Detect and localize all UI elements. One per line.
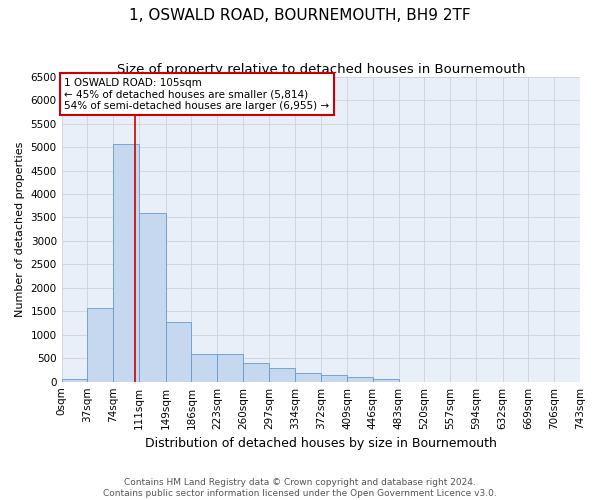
Text: Contains HM Land Registry data © Crown copyright and database right 2024.
Contai: Contains HM Land Registry data © Crown c…: [103, 478, 497, 498]
Bar: [88, 308, 113, 382]
Bar: [243, 364, 269, 382]
Bar: [62, 379, 88, 382]
Title: Size of property relative to detached houses in Bournemouth: Size of property relative to detached ho…: [116, 62, 525, 76]
Bar: [217, 354, 243, 382]
Bar: [373, 380, 398, 382]
Text: 1, OSWALD ROAD, BOURNEMOUTH, BH9 2TF: 1, OSWALD ROAD, BOURNEMOUTH, BH9 2TF: [129, 8, 471, 22]
Bar: [269, 368, 295, 382]
Bar: [139, 212, 166, 382]
Bar: [321, 375, 347, 382]
Text: 1 OSWALD ROAD: 105sqm
← 45% of detached houses are smaller (5,814)
54% of semi-d: 1 OSWALD ROAD: 105sqm ← 45% of detached …: [64, 78, 329, 111]
Bar: [166, 322, 191, 382]
Bar: [347, 377, 373, 382]
Y-axis label: Number of detached properties: Number of detached properties: [15, 142, 25, 317]
Bar: [191, 354, 217, 382]
X-axis label: Distribution of detached houses by size in Bournemouth: Distribution of detached houses by size …: [145, 437, 497, 450]
Bar: [113, 144, 139, 382]
Bar: [295, 373, 321, 382]
